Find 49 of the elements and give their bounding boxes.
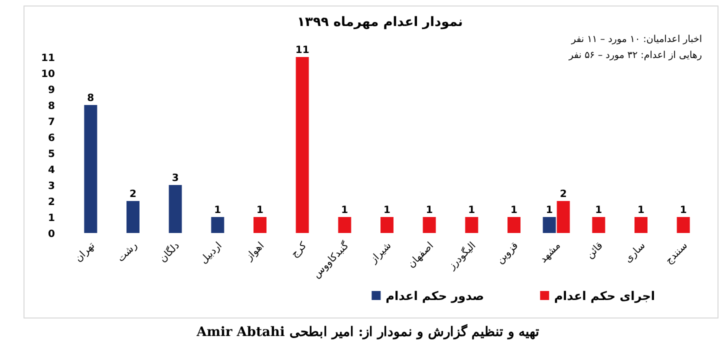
x-tick-label: گنبدکاووس: [310, 239, 352, 280]
chart-title: نمودار اعدام مهرماه ۱۳۹۹: [297, 15, 463, 30]
text: تهیه و تنظیم گزارش و نمودار از: امیر ابطحی Amir Abtahi: [196, 323, 540, 340]
y-tick-label: 3: [48, 181, 56, 192]
y-tick-label: 10: [41, 69, 56, 80]
data-label: 1: [426, 205, 433, 216]
data-label: 1: [680, 205, 687, 216]
y-tick-label: 0: [48, 229, 56, 240]
y-tick-label: 11: [41, 53, 56, 64]
data-label: 8: [87, 93, 94, 104]
legend-item: اجرای حکم اعدام: [540, 289, 655, 303]
y-tick-label: 4: [48, 165, 56, 176]
data-label: 11: [295, 45, 310, 56]
y-tick-label: 8: [48, 101, 56, 112]
x-tick-label: اهواز: [243, 240, 267, 264]
x-tick-label: سنندج: [664, 240, 690, 267]
x-tick-label: تهران: [73, 240, 98, 264]
data-label: 1: [510, 205, 518, 216]
data-label: 1: [214, 205, 222, 216]
y-tick-label: 9: [48, 85, 56, 96]
y-tick-label: 5: [48, 149, 56, 160]
data-label: 1: [468, 205, 476, 216]
x-tick-label: قزوین: [494, 240, 521, 266]
x-tick-label: دلگان: [156, 240, 182, 265]
x-tick-label: مشهد: [538, 240, 563, 266]
data-label: 3: [172, 173, 179, 184]
data-label: 1: [546, 205, 553, 216]
x-tick-label: الیگودرز: [445, 240, 478, 273]
x-tick-label: اصفهان: [406, 240, 436, 270]
legend-item: صدور حکم اعدام: [372, 289, 484, 303]
x-tick-label: ساری: [622, 240, 648, 266]
annotation: رهایی از اعدام: ۳۲ مورد – ۵۶ نفر: [568, 50, 702, 61]
x-tick-label: شیراز: [368, 240, 394, 266]
data-label: 1: [341, 205, 348, 216]
x-tick-label: رشت: [116, 240, 140, 264]
y-tick-label: 1: [48, 213, 56, 224]
data-label: 1: [384, 205, 391, 216]
text: اخبار اعدامیان: ۱۰ مورد – ۱۱ نفر: [570, 34, 702, 45]
data-label: 1: [256, 205, 264, 216]
y-tick-label: 7: [48, 117, 56, 128]
data-label: 1: [595, 205, 602, 216]
x-tick-label: اردبیل: [198, 240, 224, 266]
data-label: 2: [560, 189, 567, 200]
y-tick-label: 6: [48, 133, 56, 144]
y-tick-label: 2: [48, 197, 56, 208]
data-label: 2: [130, 189, 137, 200]
x-tick-label: قائن: [584, 240, 606, 262]
data-label: 1: [638, 205, 645, 216]
x-tick-label: کرج: [289, 240, 310, 260]
